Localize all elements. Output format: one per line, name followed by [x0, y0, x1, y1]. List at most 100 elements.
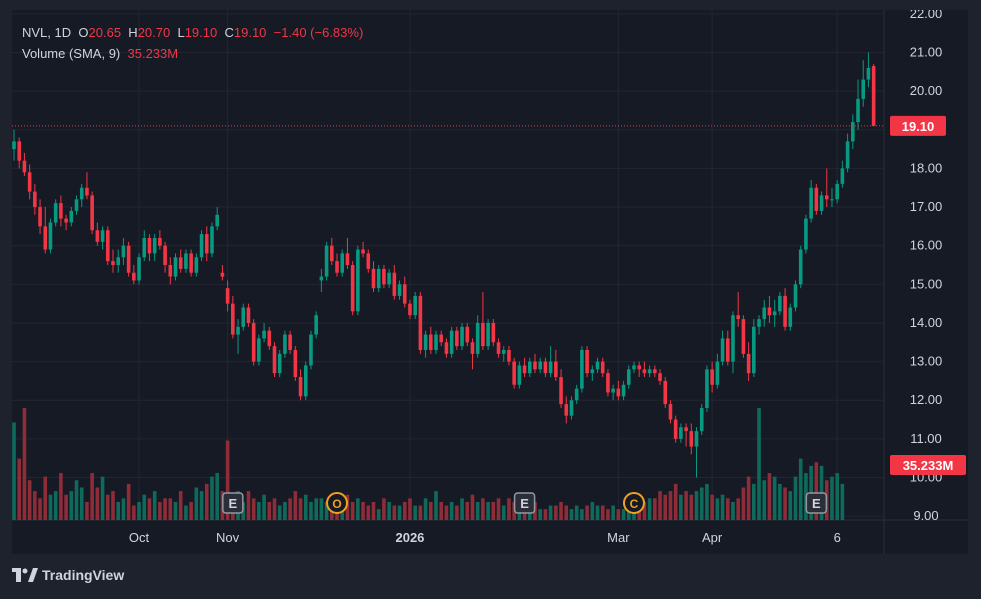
candle-body	[632, 365, 636, 370]
tradingview-logo[interactable]: TradingView	[12, 567, 124, 583]
candle-body	[173, 257, 178, 277]
candle-body	[105, 230, 110, 262]
volume-bar	[585, 505, 589, 520]
volume-bar	[350, 501, 355, 520]
candle-body	[210, 226, 214, 254]
candle-body	[267, 330, 272, 347]
candle-body	[12, 141, 16, 150]
time-tick-label: Mar	[607, 530, 630, 545]
volume-bar	[147, 498, 152, 520]
candle-body	[606, 373, 610, 393]
volume-bar	[715, 498, 720, 520]
candle-body	[653, 369, 657, 374]
candle-body	[319, 276, 324, 281]
candle-body	[569, 400, 574, 416]
volume-bar	[653, 498, 657, 520]
candle-body	[22, 160, 27, 173]
volume-bar	[778, 483, 782, 520]
candle-body	[840, 168, 845, 184]
candle-body	[580, 350, 584, 389]
candle-body	[559, 377, 563, 405]
volume-bar	[486, 501, 490, 520]
candle-body	[121, 245, 126, 258]
candle-body	[74, 199, 79, 211]
candle-body	[147, 237, 152, 254]
candle-body	[324, 245, 329, 277]
tradingview-logo-icon	[12, 568, 38, 582]
volume-bar	[580, 509, 584, 520]
price-tick-label: 21.00	[910, 45, 943, 60]
candle-body	[132, 272, 136, 281]
volume-bar	[647, 498, 652, 520]
candle-body	[522, 365, 527, 374]
candle-layer	[12, 52, 884, 478]
volume-bar	[210, 476, 214, 520]
candle-body	[731, 315, 735, 362]
volume-bar	[569, 509, 574, 520]
volume-bar	[272, 498, 277, 520]
volume-bar	[548, 505, 553, 520]
candle-body	[611, 388, 615, 393]
volume-bar	[600, 505, 605, 520]
volume-bar	[736, 498, 740, 520]
volume-bar	[314, 498, 318, 520]
volume-bar	[12, 422, 16, 520]
volume-bar	[126, 483, 131, 520]
volume-bar	[225, 440, 230, 520]
candle-body	[366, 253, 371, 269]
time-tick-label: Apr	[702, 530, 723, 545]
volume-bar	[408, 498, 412, 520]
candle-body	[767, 307, 772, 316]
candle-body	[220, 272, 225, 277]
candle-body	[85, 187, 89, 196]
volume-bar	[741, 487, 746, 520]
volume-bar	[116, 501, 120, 520]
volume-bar	[814, 462, 819, 520]
price-tick-label: 20.00	[910, 83, 943, 98]
candle-body	[408, 303, 412, 316]
volume-bar	[835, 473, 839, 520]
candle-body	[642, 369, 647, 374]
candle-body	[486, 322, 490, 347]
candle-body	[455, 330, 459, 347]
candle-body	[100, 230, 105, 242]
candle-body	[236, 326, 240, 335]
candle-body	[554, 361, 558, 378]
volume-legend-label[interactable]: Volume (SMA, 9)	[22, 46, 121, 61]
volume-bar	[449, 501, 454, 520]
volume-bar	[757, 408, 761, 520]
candle-body	[17, 141, 22, 161]
candle-body	[246, 307, 251, 323]
volume-bar	[663, 494, 668, 520]
volume-bar	[17, 458, 22, 520]
candle-body	[137, 257, 141, 281]
candle-body	[616, 388, 621, 397]
volume-bar	[418, 505, 423, 520]
volume-bar	[507, 498, 511, 520]
volume-bar	[356, 498, 360, 520]
volume-badge	[890, 455, 966, 475]
candle-body	[725, 338, 730, 362]
candle-body	[793, 284, 798, 308]
volume-bar	[772, 476, 777, 520]
price-tick-label: 12.00	[910, 392, 943, 407]
volume-bar	[491, 501, 496, 520]
candle-body	[163, 245, 167, 265]
candle-body	[350, 265, 355, 312]
candle-body	[262, 330, 266, 339]
candle-body	[465, 326, 470, 343]
legend-symbol[interactable]: NVL	[22, 25, 48, 40]
candle-body	[423, 334, 428, 350]
candle-body	[684, 427, 688, 432]
volume-layer	[12, 408, 845, 520]
volume-bar	[840, 483, 845, 520]
volume-bar	[64, 494, 68, 520]
volume-bar	[429, 501, 433, 520]
candle-body	[804, 218, 808, 250]
legend-high-value: 20.70	[137, 25, 171, 40]
candle-body	[809, 187, 813, 219]
candle-body	[783, 295, 787, 327]
time-tick-label: 2026	[395, 530, 424, 545]
